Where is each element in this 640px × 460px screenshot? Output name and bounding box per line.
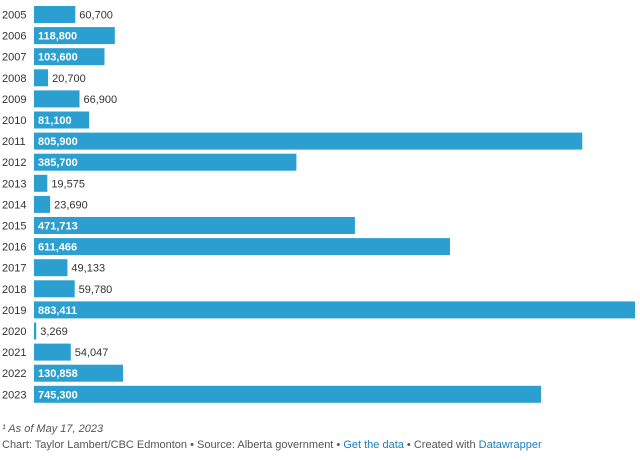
value-label: 19,575 [51,178,85,190]
bar [34,48,105,66]
bar [34,238,450,256]
bar [34,195,51,213]
value-label: 745,300 [38,389,78,401]
year-label: 2008 [2,73,26,85]
year-label: 2011 [2,136,26,148]
value-label: 81,100 [38,115,72,127]
year-label: 2019 [2,305,26,317]
value-label: 3,269 [40,326,68,338]
value-label: 471,713 [38,221,78,233]
year-label: 2022 [2,368,26,380]
year-label: 2006 [2,31,26,43]
value-label: 60,700 [79,10,113,22]
year-label: 2016 [2,242,26,254]
credit-line: Chart: Taylor Lambert/CBC Edmonton • Sou… [2,437,638,453]
footnote: ¹ As of May 17, 2023 [2,423,104,435]
credit-middle: • Created with [403,439,479,451]
bar [34,153,297,171]
year-label: 2007 [2,52,26,64]
year-label: 2017 [2,263,26,275]
bar [34,280,75,298]
year-label: 2009 [2,94,26,106]
value-label: 49,133 [71,263,105,275]
get-data-link[interactable]: Get the data [343,439,404,451]
datawrapper-link[interactable]: Datawrapper [478,439,542,451]
value-label: 118,800 [38,31,77,43]
value-label: 385,700 [38,157,78,169]
value-label: 883,411 [38,305,77,317]
year-label: 2020 [2,326,26,338]
year-label: 2021 [2,347,26,359]
bar [34,217,355,234]
year-label: 2015 [2,221,26,233]
year-label: 2013 [2,178,26,190]
bar [34,6,76,23]
value-label: 130,858 [38,368,78,380]
bar [34,322,37,340]
value-label: 611,466 [38,242,77,254]
year-label: 2018 [2,284,26,296]
chart-notes: ¹ As of May 17, 2023 Chart: Taylor Lambe… [2,421,638,453]
bar [34,27,115,45]
bar [34,132,583,150]
credit-prefix: Chart: Taylor Lambert/CBC Edmonton • Sou… [2,439,344,451]
bar [34,343,71,361]
bar [34,385,542,403]
value-label: 20,700 [52,73,86,85]
year-label: 2010 [2,115,26,127]
value-label: 54,047 [75,347,109,359]
value-label: 103,600 [38,52,78,64]
bar [34,111,90,129]
year-label: 2014 [2,199,26,211]
bar [34,90,80,108]
bar [34,174,48,192]
value-label: 805,900 [38,136,78,148]
bar [34,69,49,87]
bar [34,364,124,382]
bar-chart: 2005 60,700 2006 118,800 2007 103,600 2008 20,7… [2,6,635,403]
value-label: 23,690 [54,199,88,211]
value-label: 66,900 [84,94,118,106]
value-label: 59,780 [79,284,113,296]
year-label: 2005 [2,10,26,22]
bar [34,259,68,277]
year-label: 2012 [2,157,26,169]
year-label: 2023 [2,389,26,401]
bar [34,301,635,319]
